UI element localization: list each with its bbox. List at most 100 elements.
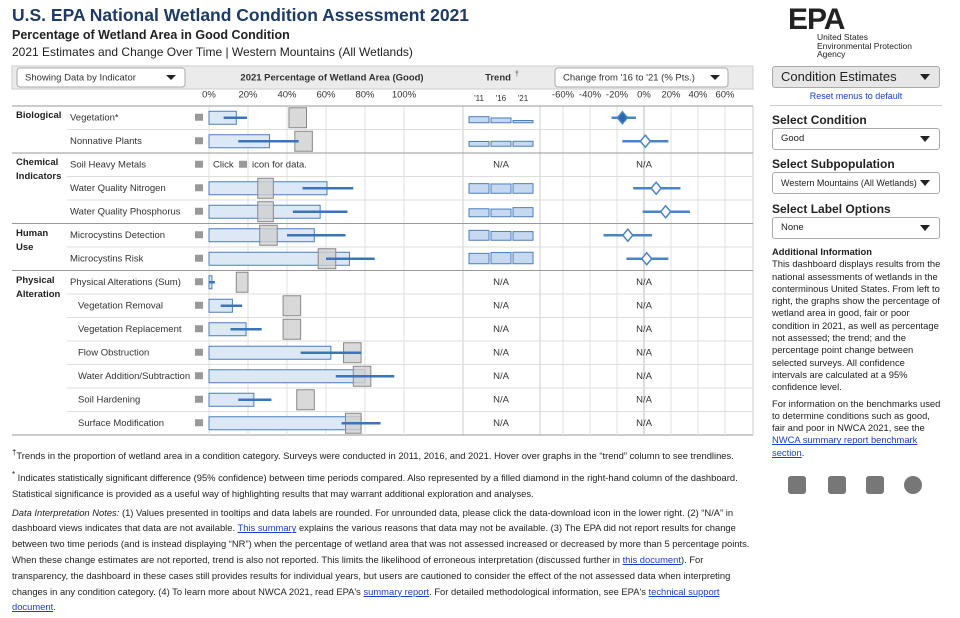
info-title: Additional Information (772, 246, 872, 257)
chart: Showing Data by Indicator 2021 Percentag… (11, 65, 754, 436)
indicator-label: Water Quality Phosphorus (70, 206, 181, 217)
group-box: Chemical Indicators (16, 157, 62, 182)
agency-line: Environmental Protection (817, 40, 912, 51)
subpop-dropdown[interactable]: Western Mountains (All Wetlands) (772, 172, 940, 194)
view-menu: Showing Data by Indicator (25, 73, 136, 84)
camera-icon[interactable] (788, 476, 806, 494)
na-label: N/A (493, 324, 510, 335)
download-icon[interactable] (195, 395, 203, 403)
note: Click (213, 159, 234, 170)
trend-year: '21 (518, 94, 529, 103)
subpop-title: Select Subpopulation (772, 157, 895, 171)
mode-menu: Condition Estimates (781, 69, 897, 84)
link[interactable]: summary report (363, 585, 430, 597)
indicator-label: Vegetation* (70, 112, 119, 123)
trend-bar (512, 183, 534, 194)
benchmark-box (282, 295, 302, 317)
page: U.S. EPA National Wetland Condition Asse… (11, 4, 942, 613)
change-diamond (640, 251, 653, 266)
download-icon[interactable] (195, 160, 203, 168)
text: . (53, 601, 56, 613)
benchmark-box (296, 389, 315, 411)
trend-bar (490, 140, 512, 147)
trend-title: Trend (485, 73, 511, 84)
rule (770, 105, 942, 106)
x-tick-label: 40% (277, 90, 297, 101)
group-box: Physical Alteration (16, 274, 61, 300)
x-tick-label: -20% (606, 90, 629, 101)
na-label: N/A (636, 324, 653, 335)
arrow (166, 75, 176, 80)
indicator-label: Soil Hardening (78, 394, 140, 405)
na-label: N/A (636, 159, 653, 170)
arrow (710, 75, 720, 80)
download-icon[interactable] (195, 372, 203, 380)
download-icon[interactable] (195, 113, 203, 121)
x-tick-label: 0% (202, 90, 216, 101)
text: Trends in the proportion of wetland area… (16, 450, 734, 462)
table-icon[interactable] (828, 476, 846, 494)
trend-bar (490, 252, 512, 265)
condition-dropdown[interactable]: Good (772, 128, 940, 150)
download-icon[interactable] (195, 348, 203, 356)
download-icon[interactable] (195, 137, 203, 145)
condition-title: Select Condition (772, 113, 867, 127)
title: U.S. EPA National Wetland Condition Asse… (12, 5, 470, 25)
trend-bar (468, 252, 490, 265)
notes: †Trends in the proportion of wetland are… (12, 445, 757, 618)
link[interactable]: this document (622, 554, 681, 566)
na-label: N/A (493, 347, 510, 358)
group-box: Biological (16, 110, 61, 121)
change-menu: Change from '16 to '21 (% Pts.) (563, 73, 695, 84)
view-dropdown[interactable] (16, 67, 186, 88)
trend-bar (468, 208, 490, 218)
na-label: N/A (636, 300, 653, 311)
label: Data Interpretation Notes: (12, 506, 120, 518)
condition: Good (781, 133, 805, 144)
reset-link[interactable]: Reset menus to default (809, 91, 903, 101)
text: explains the various reasons that data m… (12, 522, 750, 566)
info-text: This dashboard displays results from the… (772, 258, 941, 393)
text: . For detailed methodological informatio… (429, 585, 649, 597)
book-icon[interactable] (866, 476, 884, 494)
benchmark-box (259, 224, 278, 246)
na-label: N/A (636, 347, 653, 358)
benchmark-box (257, 201, 274, 223)
trend-year: '11 (474, 94, 484, 103)
group-label: Physical Alteration (16, 274, 61, 300)
x-tick-label: -40% (579, 90, 602, 101)
download-icon[interactable] (195, 301, 203, 309)
download-icon[interactable] (195, 207, 203, 215)
na-label: N/A (636, 371, 653, 382)
mode-dropdown[interactable]: Condition Estimates (772, 66, 940, 88)
trend-bar (468, 229, 490, 241)
download-icon[interactable] (195, 231, 203, 239)
x-tick-label: 100% (392, 90, 417, 101)
change-dropdown[interactable] (554, 67, 729, 88)
link[interactable]: This summary (237, 522, 297, 534)
download-icon[interactable] (195, 184, 203, 192)
download-icon[interactable] (195, 254, 203, 262)
na-label: N/A (493, 277, 510, 288)
x-tick-label: 40% (688, 90, 708, 101)
label-option: None (781, 222, 804, 233)
trend-bar (468, 183, 490, 194)
change-diamond (616, 110, 629, 125)
indicator-label: Physical Alterations (Sum) (70, 277, 181, 288)
agency-line: United States (817, 32, 869, 42)
trend-year: '16 (496, 94, 507, 103)
download-icon[interactable] (195, 278, 203, 286)
indicator-label: Surface Modification (78, 418, 164, 429)
benchmark-box (235, 271, 249, 293)
trend-bar (512, 140, 534, 147)
label-dropdown[interactable]: None (772, 217, 940, 239)
help-icon[interactable] (904, 476, 922, 494)
na-label: N/A (493, 159, 510, 170)
group-label: Chemical Indicators (16, 157, 62, 182)
benchmark-box (282, 318, 302, 340)
download-icon[interactable] (195, 325, 203, 333)
dagger: † (515, 71, 519, 78)
download-icon[interactable] (195, 419, 203, 427)
link[interactable]: NWCA summary report benchmark section (772, 434, 918, 458)
group-box: Human Use (16, 228, 48, 253)
